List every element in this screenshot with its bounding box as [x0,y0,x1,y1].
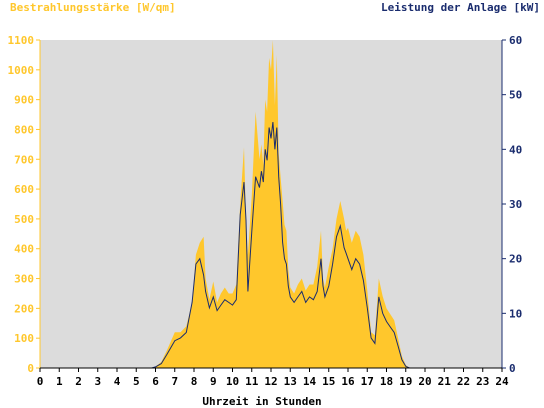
x-tick-label: 19 [399,375,412,388]
y-tick-label-right: 0 [509,362,516,375]
x-axis-title: Uhrzeit in Stunden [202,395,321,408]
x-tick-label: 6 [152,375,159,388]
x-tick-label: 3 [94,375,101,388]
x-tick-label: 15 [322,375,335,388]
x-tick-label: 16 [341,375,355,388]
y-tick-label-right: 50 [509,89,522,102]
x-tick-label: 21 [438,375,452,388]
y-tick-label-right: 40 [509,143,522,156]
y-ticks-left: 0 100 200 300 400 500 600 700 800 900 1000 1100 [8,34,40,375]
power-series [40,121,502,369]
y-tick-label-left: 1000 [8,64,35,77]
y-tick-label-left: 800 [14,123,34,136]
y-axis-title-left: Bestrahlungsstärke [W/qm] [10,1,176,14]
x-tick-label: 5 [133,375,140,388]
x-tick-label: 17 [361,375,374,388]
x-tick-label: 2 [75,375,82,388]
x-tick-label: 8 [191,375,198,388]
x-tick-label: 11 [245,375,259,388]
x-ticks: 0 1 2 3 4 5 6 7 8 9 10 11 12 13 14 15 16 17 18 19 20 21 22 23 24 [37,368,509,388]
irradiance-series [40,40,502,368]
x-tick-label: 20 [418,375,431,388]
x-tick-label: 14 [303,375,317,388]
y-tick-label-left: 100 [14,332,34,345]
x-tick-label: 1 [56,375,63,388]
y-tick-label-left: 600 [14,183,34,196]
x-tick-label: 23 [476,375,489,388]
y-tick-label-left: 300 [14,273,34,286]
x-tick-label: 0 [37,375,44,388]
y-tick-label-left: 700 [14,153,34,166]
y-tick-label-right: 10 [509,307,522,320]
y-tick-label-right: 30 [509,198,522,211]
y-tick-label-left: 200 [14,302,34,315]
y-axis-title-right: Leistung der Anlage [kW] [381,1,540,14]
x-tick-label: 24 [495,375,509,388]
x-tick-label: 12 [264,375,277,388]
x-tick-label: 22 [457,375,470,388]
irradiance-area [40,40,502,368]
y-ticks-right: 0 10 20 30 40 50 60 [502,34,522,375]
x-tick-label: 9 [210,375,217,388]
y-tick-label-left: 900 [14,94,34,107]
x-tick-label: 7 [171,375,178,388]
x-tick-label: 13 [284,375,297,388]
y-tick-label-left: 500 [14,213,34,226]
y-tick-label-left: 400 [14,243,34,256]
y-tick-label-left: 0 [27,362,34,375]
y-tick-label-left: 1100 [8,34,35,47]
x-tick-label: 10 [226,375,239,388]
x-tick-label: 4 [114,375,121,388]
power-line [40,121,502,369]
y-tick-label-right: 20 [509,253,522,266]
y-tick-label-right: 60 [509,34,522,47]
x-tick-label: 18 [380,375,393,388]
